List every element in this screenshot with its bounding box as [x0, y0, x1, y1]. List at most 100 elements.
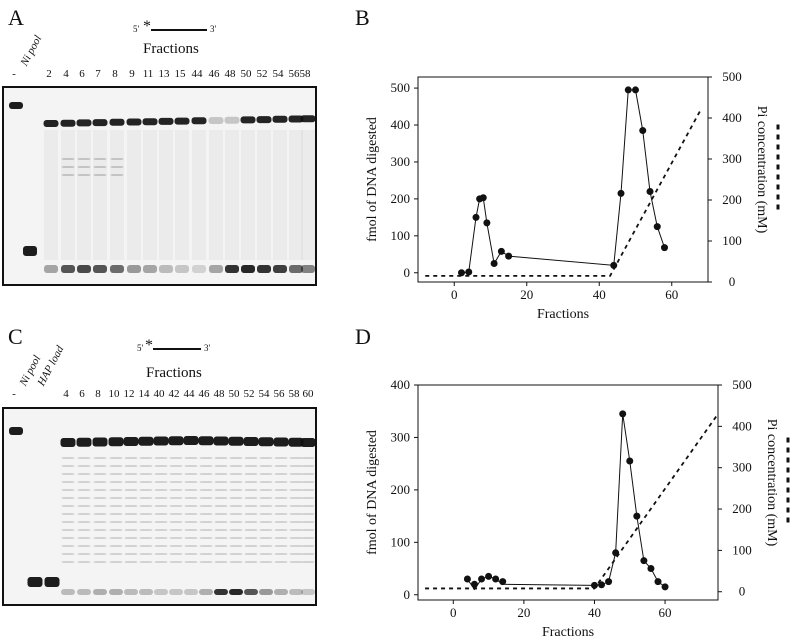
gel-band [78, 473, 91, 475]
gel-band [28, 577, 43, 587]
gel-band [241, 265, 255, 273]
gel-band [170, 545, 183, 547]
fractions-title-c: Fractions [146, 365, 202, 382]
gel-band [94, 553, 107, 555]
gel-band [229, 589, 243, 595]
plot-frame [418, 385, 718, 600]
gel-band [215, 529, 228, 531]
gel-band [290, 545, 303, 547]
lane-label: HAP load [35, 344, 66, 388]
x-axis-label: Fractions [542, 625, 594, 638]
gel-band [185, 545, 198, 547]
gel-band [257, 265, 271, 273]
gel-band [244, 589, 258, 595]
gel-band [230, 529, 243, 531]
lane-label: Ni pool [18, 33, 44, 68]
gel-band [62, 521, 75, 523]
y-tick-label: 400 [391, 117, 411, 132]
gel-band [78, 158, 91, 160]
y-axis-label: fmol of DNA digested [365, 117, 380, 242]
gel-image-c [2, 407, 317, 606]
gel-band [125, 561, 138, 563]
gel-band [245, 513, 258, 515]
gel-band [62, 481, 75, 483]
gel-smear [44, 130, 58, 260]
gel-band [93, 438, 108, 447]
substrate-diagram-a: 5' * 3' [133, 22, 223, 36]
gel-band [214, 437, 229, 446]
gel-band [170, 457, 183, 459]
gel-band [170, 481, 183, 483]
gel-band [245, 529, 258, 531]
gel-band [170, 561, 183, 563]
gel-band [93, 589, 107, 595]
gel-band [61, 120, 76, 127]
y2-tick-label: 500 [732, 377, 752, 392]
gel-band [110, 553, 123, 555]
gel-band [125, 537, 138, 539]
gel-band [260, 521, 273, 523]
lane-label: - [4, 388, 24, 400]
gel-band [62, 174, 75, 176]
gel-band [140, 521, 153, 523]
gel-band [78, 529, 91, 531]
gel-band [230, 497, 243, 499]
gel-band [260, 537, 273, 539]
gel-band [290, 465, 303, 467]
gel-band [94, 166, 107, 168]
y-tick-label: 0 [404, 265, 411, 280]
data-point [640, 557, 647, 564]
substrate-diagram-c: 5' * 3' [137, 341, 227, 355]
substrate-5prime-a: 5' [133, 24, 139, 34]
gel-band [184, 589, 198, 595]
x-tick-label: 20 [517, 605, 530, 620]
data-point [505, 253, 512, 260]
gel-band [78, 505, 91, 507]
gel-band [260, 465, 273, 467]
gel-band [109, 437, 124, 446]
gel-band [125, 473, 138, 475]
gel-smear [110, 130, 124, 260]
data-point [605, 578, 612, 585]
gel-band [94, 537, 107, 539]
gel-band [290, 513, 303, 515]
gel-band [259, 437, 274, 446]
gel-band [155, 465, 168, 467]
gel-band [125, 489, 138, 491]
substrate-5prime-c: 5' [137, 343, 143, 353]
gel-band [215, 537, 228, 539]
gel-band [215, 521, 228, 523]
gel-band [185, 529, 198, 531]
gel-band [230, 489, 243, 491]
gel-band [143, 265, 157, 273]
y2-tick-label: 0 [729, 274, 736, 289]
gel-band [140, 513, 153, 515]
gel-band [78, 521, 91, 523]
gel-band [302, 513, 315, 515]
y-tick-label: 200 [391, 191, 411, 206]
fractions-title-a: Fractions [143, 41, 199, 58]
gel-band [159, 118, 174, 125]
gel-band [302, 545, 315, 547]
y2-axis-label: Pi concentration (mM) [754, 106, 769, 234]
gel-band [259, 589, 273, 595]
gel-band [111, 158, 124, 160]
gel-band [78, 545, 91, 547]
gel-band [125, 457, 138, 459]
gel-band [62, 158, 75, 160]
data-point [492, 576, 499, 583]
data-point [618, 190, 625, 197]
data-point [491, 260, 498, 267]
gel-band [215, 505, 228, 507]
gel-band [215, 545, 228, 547]
gel-band [275, 553, 288, 555]
gel-band [185, 553, 198, 555]
gel-band [169, 436, 184, 445]
gel-smear [175, 130, 189, 260]
gel-band [78, 561, 91, 563]
substrate-3prime-a: 3' [210, 24, 216, 34]
gel-band [302, 481, 315, 483]
x-tick-label: 0 [451, 287, 458, 302]
gel-band [110, 513, 123, 515]
y-tick-label: 0 [404, 587, 411, 602]
